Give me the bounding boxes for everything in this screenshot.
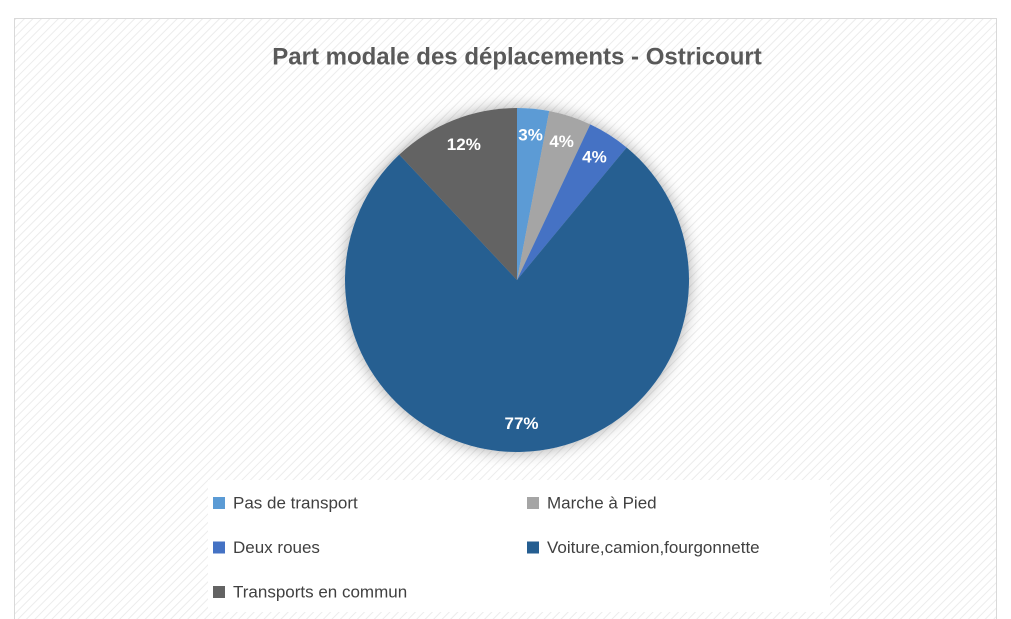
- legend-label: Pas de transport: [233, 493, 358, 512]
- data-label: 3%: [518, 126, 543, 145]
- pie-slice: [399, 108, 517, 280]
- legend-swatch: [213, 497, 225, 509]
- legend-label: Voiture,camion,fourgonnette: [547, 538, 760, 557]
- data-label: 12%: [447, 135, 481, 154]
- legend-swatch: [527, 541, 539, 554]
- legend-label: Marche à Pied: [547, 493, 657, 512]
- legend-label: Transports en commun: [233, 582, 407, 601]
- pie-slice: [517, 111, 591, 280]
- data-label: 4%: [582, 147, 607, 166]
- pie-slice: [517, 108, 550, 280]
- data-label: 77%: [505, 414, 539, 433]
- chart-title: Part modale des déplacements - Ostricour…: [272, 43, 761, 70]
- pie: [344, 108, 689, 453]
- pie-slice: [517, 124, 627, 280]
- legend-swatch: [213, 541, 225, 554]
- legend-label: Deux roues: [233, 538, 320, 557]
- data-label: 4%: [549, 132, 574, 151]
- legend-swatch: [527, 497, 539, 509]
- legend-swatch: [213, 586, 225, 598]
- pie-slice: [344, 147, 689, 453]
- legend-box: [208, 480, 830, 612]
